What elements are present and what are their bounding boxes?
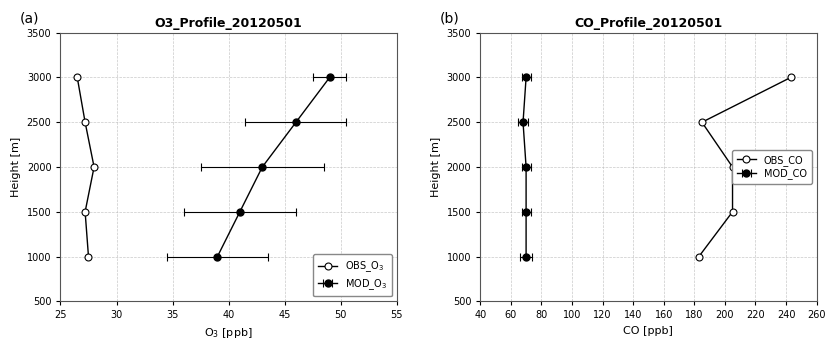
Y-axis label: Height [m]: Height [m] <box>11 137 21 197</box>
OBS_CO <box>785 75 795 80</box>
Text: (b): (b) <box>440 11 459 25</box>
Text: (a): (a) <box>20 11 39 25</box>
Line: OBS_O$_3$: OBS_O$_3$ <box>74 74 98 260</box>
OBS_CO <box>696 120 706 124</box>
OBS_CO <box>726 165 737 169</box>
Line: OBS_CO: OBS_CO <box>695 74 793 260</box>
OBS_O$_3$ <box>80 210 90 214</box>
X-axis label: CO [ppb]: CO [ppb] <box>623 326 673 336</box>
Title: O3_Profile_20120501: O3_Profile_20120501 <box>155 17 302 30</box>
X-axis label: O$_3$ [ppb]: O$_3$ [ppb] <box>204 326 252 340</box>
OBS_CO <box>726 210 737 214</box>
Legend: OBS_CO, MOD_CO: OBS_CO, MOD_CO <box>731 150 811 184</box>
Y-axis label: Height [m]: Height [m] <box>431 137 441 197</box>
Title: CO_Profile_20120501: CO_Profile_20120501 <box>573 17 721 30</box>
OBS_O$_3$ <box>80 120 90 124</box>
OBS_O$_3$ <box>89 165 99 169</box>
Legend: OBS_O$_3$, MOD_O$_3$: OBS_O$_3$, MOD_O$_3$ <box>313 254 391 297</box>
OBS_O$_3$ <box>84 254 94 259</box>
OBS_O$_3$ <box>72 75 82 80</box>
OBS_CO <box>693 254 703 259</box>
